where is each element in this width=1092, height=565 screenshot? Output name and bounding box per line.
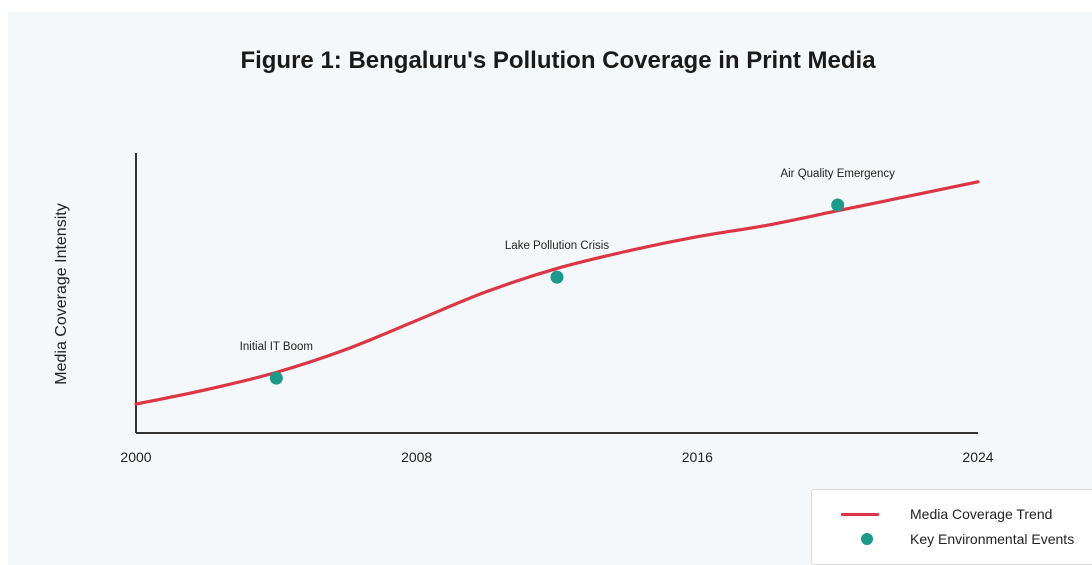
event-points [269,198,845,385]
x-tick-label: 2024 [962,449,993,465]
event-point [831,198,845,212]
event-label: Air Quality Emergency [780,168,895,180]
event-point [269,371,283,385]
legend-label-trend: Media Coverage Trend [910,506,1053,522]
chart-title: Figure 1: Bengaluru's Pollution Coverage… [240,47,876,74]
y-axis-label: Media Coverage Intensity [53,203,70,384]
legend-swatch-events [861,533,873,545]
legend: Media Coverage Trend Key Environmental E… [811,489,1092,565]
x-tick-label: 2000 [120,449,151,465]
chart-panel [8,12,1092,565]
legend-label-events: Key Environmental Events [910,531,1075,547]
event-label: Lake Pollution Crisis [505,240,609,252]
x-tick-label: 2016 [682,449,713,465]
trend-line [134,180,980,406]
event-labels: Initial IT Boom Lake Pollution Crisis Air … [240,168,895,353]
x-tick-labels: 2000 2008 2016 2024 [120,449,993,465]
x-tick-label: 2008 [401,449,432,465]
legend-swatch-trend [841,513,879,516]
event-point [550,270,564,284]
event-label: Initial IT Boom [240,341,313,353]
